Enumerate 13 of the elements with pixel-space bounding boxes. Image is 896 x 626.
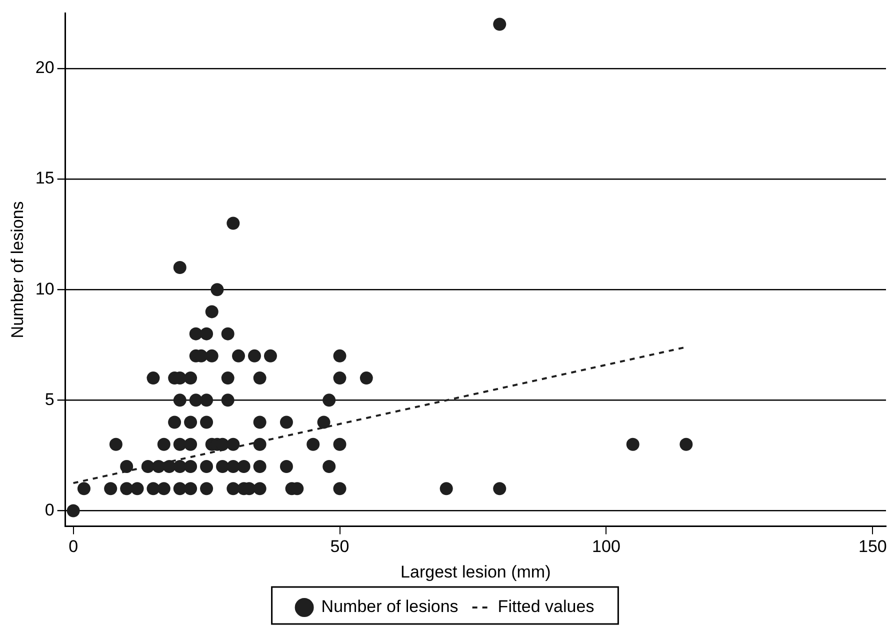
y-tick-label: 0 [44,500,54,520]
legend-label: Number of lesions [321,597,458,616]
y-tick-label: 5 [44,390,54,409]
y-tick-label: 20 [35,58,54,78]
y-tick-label: 10 [35,279,54,298]
x-axis-title: Largest lesion (mm) [400,562,551,582]
x-tick-label: 50 [330,537,350,556]
legend-label: Fitted values [498,597,594,616]
x-tick-label: 150 [858,537,887,556]
y-axis-title: Number of lesions [8,201,27,338]
x-tick-label: 100 [592,537,620,556]
x-tick-label: 0 [68,537,78,556]
y-tick-label: 15 [35,168,54,188]
